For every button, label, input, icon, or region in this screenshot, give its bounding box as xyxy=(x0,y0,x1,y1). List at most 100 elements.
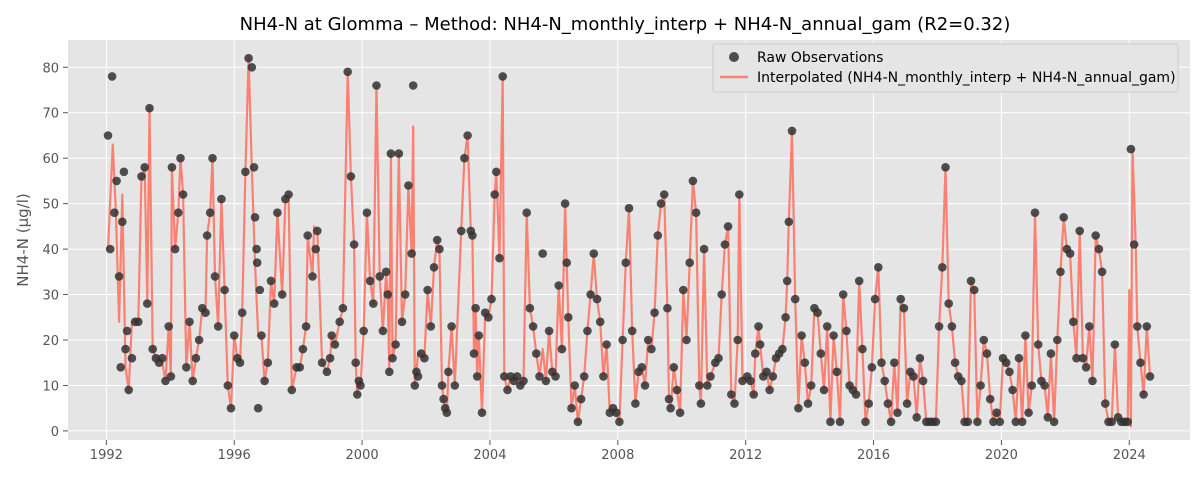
raw-observation-point xyxy=(893,408,902,418)
raw-observation-point xyxy=(503,385,512,395)
raw-observation-point xyxy=(474,331,484,340)
x-tick-label: 2020 xyxy=(985,448,1018,463)
raw-observation-point xyxy=(423,285,432,295)
raw-observation-point xyxy=(653,231,663,240)
raw-observation-point xyxy=(858,344,867,354)
raw-observation-point xyxy=(167,163,177,172)
x-tick-label: 2004 xyxy=(473,448,506,463)
raw-observation-point xyxy=(202,231,212,240)
raw-observation-point xyxy=(442,408,452,418)
raw-observation-point xyxy=(284,190,293,199)
raw-observation-point xyxy=(829,331,838,340)
raw-observation-point xyxy=(995,417,1005,427)
raw-observation-point xyxy=(385,367,394,377)
raw-observation-point xyxy=(375,272,385,281)
raw-observation-point xyxy=(979,335,989,345)
raw-observation-point xyxy=(469,349,479,358)
raw-observation-point xyxy=(420,353,429,363)
y-tick-label: 50 xyxy=(42,198,59,213)
raw-observation-point xyxy=(295,363,305,372)
raw-observation-point xyxy=(353,390,362,399)
raw-observation-point xyxy=(137,172,146,181)
raw-observation-point xyxy=(982,349,992,358)
raw-observation-point xyxy=(813,308,822,318)
raw-observation-point xyxy=(226,403,236,413)
raw-observation-point xyxy=(463,131,472,140)
raw-observation-point xyxy=(611,408,621,418)
raw-observation-point xyxy=(381,267,391,277)
raw-observation-point xyxy=(148,344,157,354)
raw-observation-point xyxy=(880,376,889,386)
raw-observation-point xyxy=(706,372,715,381)
raw-observation-point xyxy=(794,403,803,413)
raw-observation-point xyxy=(140,163,149,172)
raw-observation-point xyxy=(263,358,273,368)
raw-observation-point xyxy=(210,272,220,281)
raw-observation-point xyxy=(800,358,810,368)
raw-observation-point xyxy=(560,199,570,208)
raw-observation-point xyxy=(579,372,589,381)
raw-observation-point xyxy=(105,244,115,254)
raw-observation-point xyxy=(460,153,469,163)
raw-observation-point xyxy=(576,394,586,404)
raw-observation-point xyxy=(1011,417,1021,427)
raw-observation-point xyxy=(114,272,124,281)
raw-observation-point xyxy=(854,276,864,286)
raw-observation-point xyxy=(335,317,345,327)
raw-observation-point xyxy=(1024,408,1033,418)
raw-observation-point xyxy=(985,394,995,404)
raw-observation-point xyxy=(749,390,758,399)
raw-observation-point xyxy=(143,299,152,308)
raw-observation-point xyxy=(717,290,726,299)
raw-observation-point xyxy=(883,399,893,408)
raw-observation-point xyxy=(816,349,826,358)
raw-observation-point xyxy=(586,290,595,299)
chart-legend: Raw Observations Interpolated (NH4-N_mon… xyxy=(712,43,1179,93)
raw-observation-point xyxy=(400,290,410,299)
raw-observation-point xyxy=(915,353,925,363)
raw-observation-point xyxy=(1133,322,1142,331)
raw-observation-point xyxy=(1142,322,1152,331)
raw-observation-point xyxy=(121,344,130,354)
raw-observation-point xyxy=(247,63,257,72)
raw-observation-point xyxy=(237,308,247,318)
x-tick-label: 2008 xyxy=(601,448,634,463)
raw-observation-point xyxy=(525,303,535,313)
raw-observation-point xyxy=(973,417,982,427)
raw-observation-point xyxy=(1126,144,1136,154)
raw-observation-point xyxy=(407,249,416,258)
raw-observation-point xyxy=(1046,349,1056,358)
raw-observation-point xyxy=(782,276,792,286)
raw-observation-point xyxy=(408,81,418,90)
raw-observation-point xyxy=(338,303,348,313)
legend-box xyxy=(712,43,1179,93)
raw-observation-point xyxy=(359,326,369,336)
raw-observation-point xyxy=(208,153,217,163)
raw-observation-point xyxy=(437,381,447,390)
raw-observation-point xyxy=(174,208,183,217)
raw-observation-point xyxy=(112,176,121,186)
raw-observation-point xyxy=(439,394,448,404)
raw-observation-point xyxy=(947,322,957,331)
raw-observation-point xyxy=(394,149,404,158)
x-tick-label: 2016 xyxy=(857,448,890,463)
raw-observation-point xyxy=(538,249,547,258)
raw-observation-point xyxy=(217,194,226,204)
y-tick-label: 40 xyxy=(42,243,59,258)
raw-observation-point xyxy=(688,176,698,186)
raw-observation-point xyxy=(934,322,944,331)
legend-label-raw-observations: Raw Observations xyxy=(757,50,883,66)
raw-observation-point xyxy=(317,358,327,368)
raw-observation-point xyxy=(746,376,755,386)
raw-observation-point xyxy=(303,231,313,240)
raw-observation-point xyxy=(241,167,250,177)
raw-observation-point xyxy=(554,281,563,290)
raw-observation-point xyxy=(867,363,877,372)
raw-observation-point xyxy=(544,326,554,336)
raw-observation-point xyxy=(1043,413,1053,422)
raw-observation-point xyxy=(963,417,973,427)
raw-observation-point xyxy=(870,294,880,304)
y-tick-label: 70 xyxy=(42,107,59,122)
raw-observation-point xyxy=(969,285,979,295)
raw-observation-point xyxy=(551,372,560,381)
